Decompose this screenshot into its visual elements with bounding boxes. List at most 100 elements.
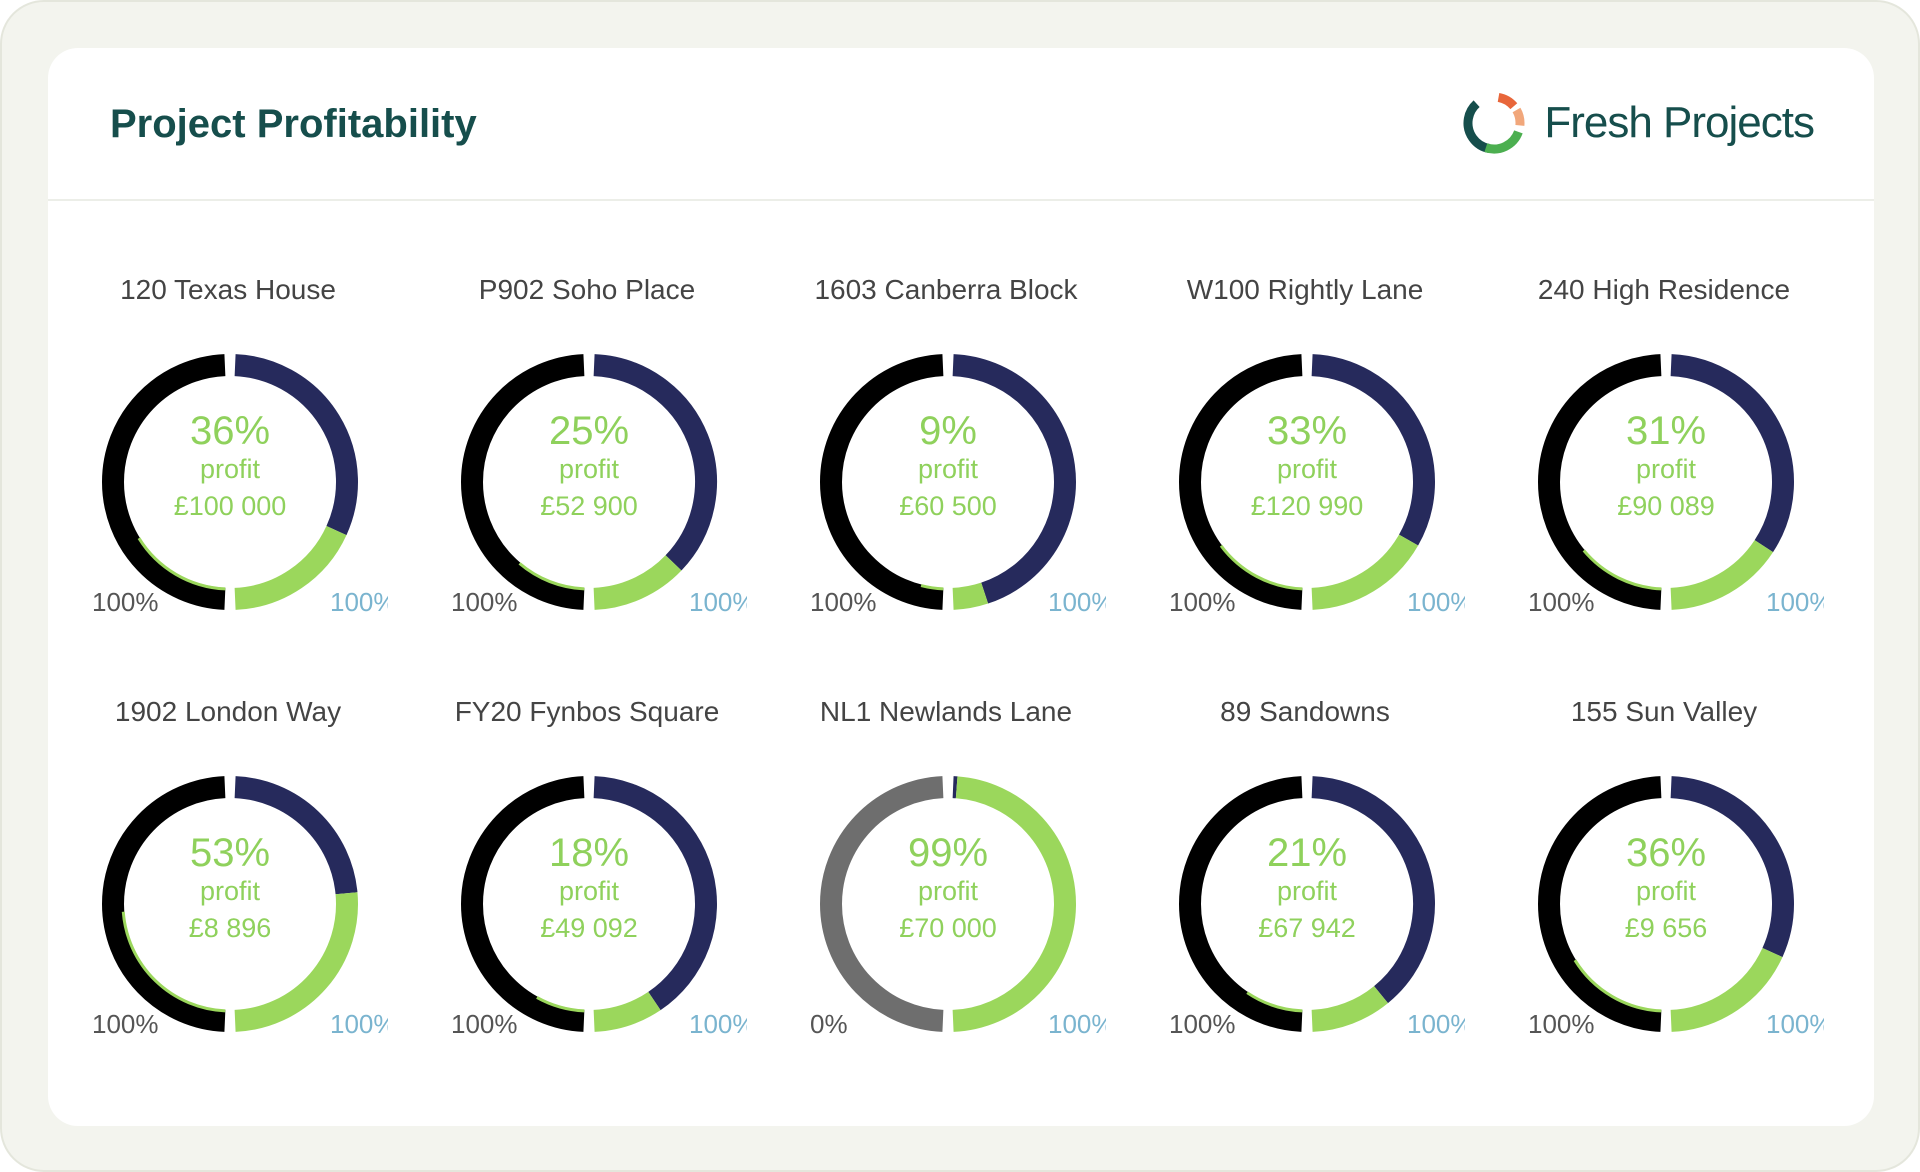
donut-center: 36% profit £100 000 xyxy=(98,410,362,526)
cost-percent-label: 100% xyxy=(92,587,159,617)
donut-center: 21% profit £67 942 xyxy=(1175,832,1439,948)
profit-donut-chart xyxy=(820,354,1076,610)
profit-donut-chart xyxy=(820,776,1076,1032)
budget-percent-label: 100% xyxy=(1407,1009,1465,1039)
donut-center: 53% profit £8 896 xyxy=(98,832,362,948)
cost-percent-label: 100% xyxy=(1169,1009,1236,1039)
remaining-arc xyxy=(1670,354,1794,553)
budget-percent-label: 100% xyxy=(330,1009,388,1039)
cost-percent-label: 100% xyxy=(1528,587,1595,617)
project-card[interactable]: 120 Texas House 36% profit £100 000 100%… xyxy=(48,200,408,617)
profit-reference-arc xyxy=(518,562,585,591)
profit-arc xyxy=(1670,947,1783,1032)
profit-percent: 25% xyxy=(548,409,630,453)
profit-amount: £49 092 xyxy=(540,913,638,943)
cost-percent-label: 0% xyxy=(810,1009,848,1039)
profit-reference-arc xyxy=(1219,544,1303,591)
project-card[interactable]: 89 Sandowns 21% profit £67 942 100% 100% xyxy=(1125,622,1485,1039)
profit-arc xyxy=(1670,539,1774,610)
project-card[interactable]: NL1 Newlands Lane 99% profit £70 000 0% … xyxy=(766,622,1126,1039)
profit-label: profit xyxy=(1276,454,1338,484)
cost-percent-label: 100% xyxy=(451,587,518,617)
project-name: 89 Sandowns xyxy=(1220,696,1390,727)
profit-amount: £8 896 xyxy=(188,913,272,943)
donut-center: 25% profit £52 900 xyxy=(457,410,721,526)
dashboard-card: Project Profitability Fresh Projects 120… xyxy=(48,48,1874,1126)
profit-label: profit xyxy=(1276,876,1338,906)
project-name: 120 Texas House xyxy=(120,274,336,305)
profit-amount: £120 990 xyxy=(1250,491,1364,521)
cost-percent-label: 100% xyxy=(1528,1009,1595,1039)
profit-reference-arc xyxy=(137,537,226,591)
cost-percent-label: 100% xyxy=(451,1009,518,1039)
remaining-arc xyxy=(593,354,717,571)
fresh-projects-logo-icon xyxy=(1463,92,1525,154)
donut-center: 36% profit £9 656 xyxy=(1534,832,1798,948)
budget-percent-label: 100% xyxy=(1766,587,1824,617)
profit-label: profit xyxy=(558,454,620,484)
profit-percent: 21% xyxy=(1266,831,1348,875)
project-name: NL1 Newlands Lane xyxy=(819,696,1073,727)
project-card[interactable]: FY20 Fynbos Square 18% profit £49 092 10… xyxy=(407,622,767,1039)
budget-percent-label: 100% xyxy=(1048,1009,1106,1039)
profit-label: profit xyxy=(199,876,261,906)
profit-arc xyxy=(593,991,661,1032)
profit-percent: 36% xyxy=(189,409,271,453)
profit-label: profit xyxy=(917,454,979,484)
profit-donut-chart xyxy=(1179,776,1435,1032)
project-name: W100 Rightly Lane xyxy=(1186,274,1424,305)
profit-donut-chart xyxy=(1538,776,1794,1032)
project-name: 1603 Canberra Block xyxy=(814,274,1078,305)
budget-percent-label: 100% xyxy=(1407,587,1465,617)
remaining-arc xyxy=(234,776,358,895)
profit-label: profit xyxy=(1635,454,1697,484)
project-name: 240 High Residence xyxy=(1537,274,1791,305)
cost-arc xyxy=(461,776,585,1032)
donut-center: 18% profit £49 092 xyxy=(457,832,721,948)
project-card[interactable]: 155 Sun Valley 36% profit £9 656 100% 10… xyxy=(1484,622,1844,1039)
profit-label: profit xyxy=(199,454,261,484)
profit-arc xyxy=(952,776,1076,1032)
cost-arc xyxy=(102,354,226,610)
project-card[interactable]: 1902 London Way 53% profit £8 896 100% 1… xyxy=(48,622,408,1039)
project-card[interactable]: 240 High Residence 31% profit £90 089 10… xyxy=(1484,200,1844,617)
donut-center: 99% profit £70 000 xyxy=(816,832,1080,948)
profit-donut-chart xyxy=(1538,354,1794,610)
budget-percent-label: 100% xyxy=(1048,587,1106,617)
cost-arc xyxy=(1179,776,1303,1032)
card-header: Project Profitability Fresh Projects xyxy=(48,48,1874,201)
profit-donut-chart xyxy=(102,354,358,610)
project-name: 155 Sun Valley xyxy=(1570,696,1758,727)
project-grid: 120 Texas House 36% profit £100 000 100%… xyxy=(48,200,1874,1126)
profit-donut-chart xyxy=(1179,354,1435,610)
cost-percent-label: 100% xyxy=(1169,587,1236,617)
profit-reference-arc xyxy=(1246,991,1303,1013)
budget-percent-label: 100% xyxy=(330,587,388,617)
project-card[interactable]: W100 Rightly Lane 33% profit £120 990 10… xyxy=(1125,200,1485,617)
budget-percent-label: 100% xyxy=(689,1009,747,1039)
page-title: Project Profitability xyxy=(110,102,477,146)
profit-label: profit xyxy=(1635,876,1697,906)
cost-arc xyxy=(1179,354,1303,610)
profit-donut-chart xyxy=(102,776,358,1032)
profit-arc xyxy=(1311,534,1419,610)
profit-amount: £52 900 xyxy=(540,491,638,521)
profit-percent: 31% xyxy=(1625,409,1707,453)
profit-percent: 33% xyxy=(1266,409,1348,453)
budget-percent-label: 100% xyxy=(689,587,747,617)
brand: Fresh Projects xyxy=(1460,88,1815,158)
remaining-arc xyxy=(952,354,1076,604)
profit-amount: £100 000 xyxy=(173,491,287,521)
profit-amount: £90 089 xyxy=(1617,491,1715,521)
profit-arc xyxy=(234,892,358,1032)
project-card[interactable]: P902 Soho Place 25% profit £52 900 100% … xyxy=(407,200,767,617)
project-card[interactable]: 1603 Canberra Block 9% profit £60 500 10… xyxy=(766,200,1126,617)
cost-arc xyxy=(1538,354,1662,610)
donut-center: 31% profit £90 089 xyxy=(1534,410,1798,526)
project-name: 1902 London Way xyxy=(114,696,342,727)
profit-donut-chart xyxy=(461,776,717,1032)
project-name: FY20 Fynbos Square xyxy=(454,696,720,727)
profit-reference-arc xyxy=(1582,549,1662,591)
cost-arc xyxy=(1538,776,1662,1032)
